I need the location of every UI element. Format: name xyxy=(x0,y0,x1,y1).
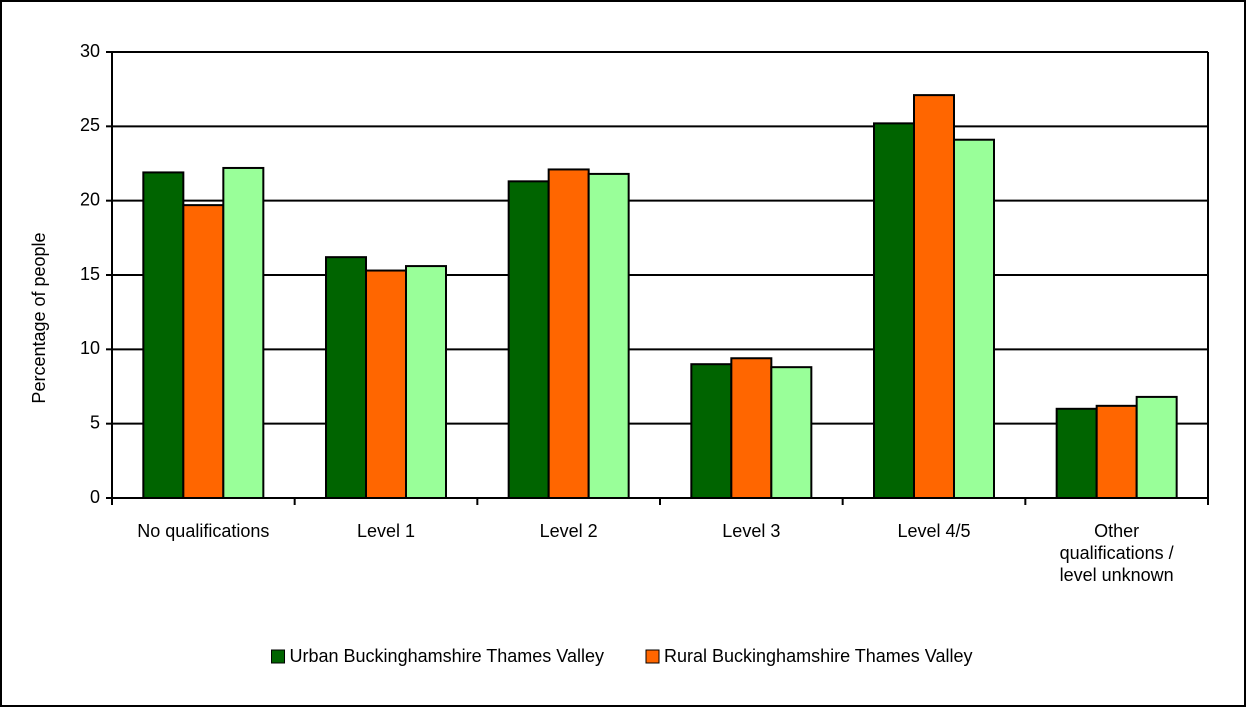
bar xyxy=(405,265,447,499)
x-tick-label: Level 3 xyxy=(722,521,781,541)
y-tick-label: 5 xyxy=(90,412,100,432)
y-tick-label: 25 xyxy=(80,115,100,135)
bar xyxy=(1135,395,1178,500)
y-axis-label: Percentage of people xyxy=(29,232,49,403)
bar xyxy=(142,171,185,499)
bar xyxy=(325,256,367,499)
x-tick-label: Other qualifications / level unknown xyxy=(1059,521,1174,585)
y-tick-label: 20 xyxy=(80,189,100,209)
bar xyxy=(690,363,733,500)
y-tick-label: 30 xyxy=(80,41,100,61)
y-tick-label: 0 xyxy=(90,487,100,507)
legend-swatch xyxy=(271,649,286,664)
y-tick-label: 10 xyxy=(80,338,100,358)
x-tick-label: Level 1 xyxy=(356,521,416,541)
bar xyxy=(913,94,955,499)
x-tick-label: Level 4/5 xyxy=(897,521,971,541)
bar xyxy=(182,204,225,499)
bar xyxy=(1055,407,1098,499)
legend-label: Rural Buckinghamshire Thames Valley xyxy=(664,646,972,666)
bar xyxy=(507,180,550,499)
bar xyxy=(587,172,630,499)
bar xyxy=(770,366,813,499)
bar xyxy=(365,269,407,500)
bar xyxy=(730,357,773,499)
bar xyxy=(222,166,265,500)
bar xyxy=(873,122,915,500)
legend-swatch xyxy=(645,649,660,664)
y-tick-label: 15 xyxy=(80,264,100,284)
x-tick-label: No qualifications xyxy=(137,521,270,541)
bar xyxy=(547,168,590,500)
x-tick-label: Level 2 xyxy=(539,521,598,541)
bar xyxy=(953,138,995,499)
bar xyxy=(1095,404,1138,499)
legend-label: Urban Buckinghamshire Thames Valley xyxy=(290,646,604,666)
